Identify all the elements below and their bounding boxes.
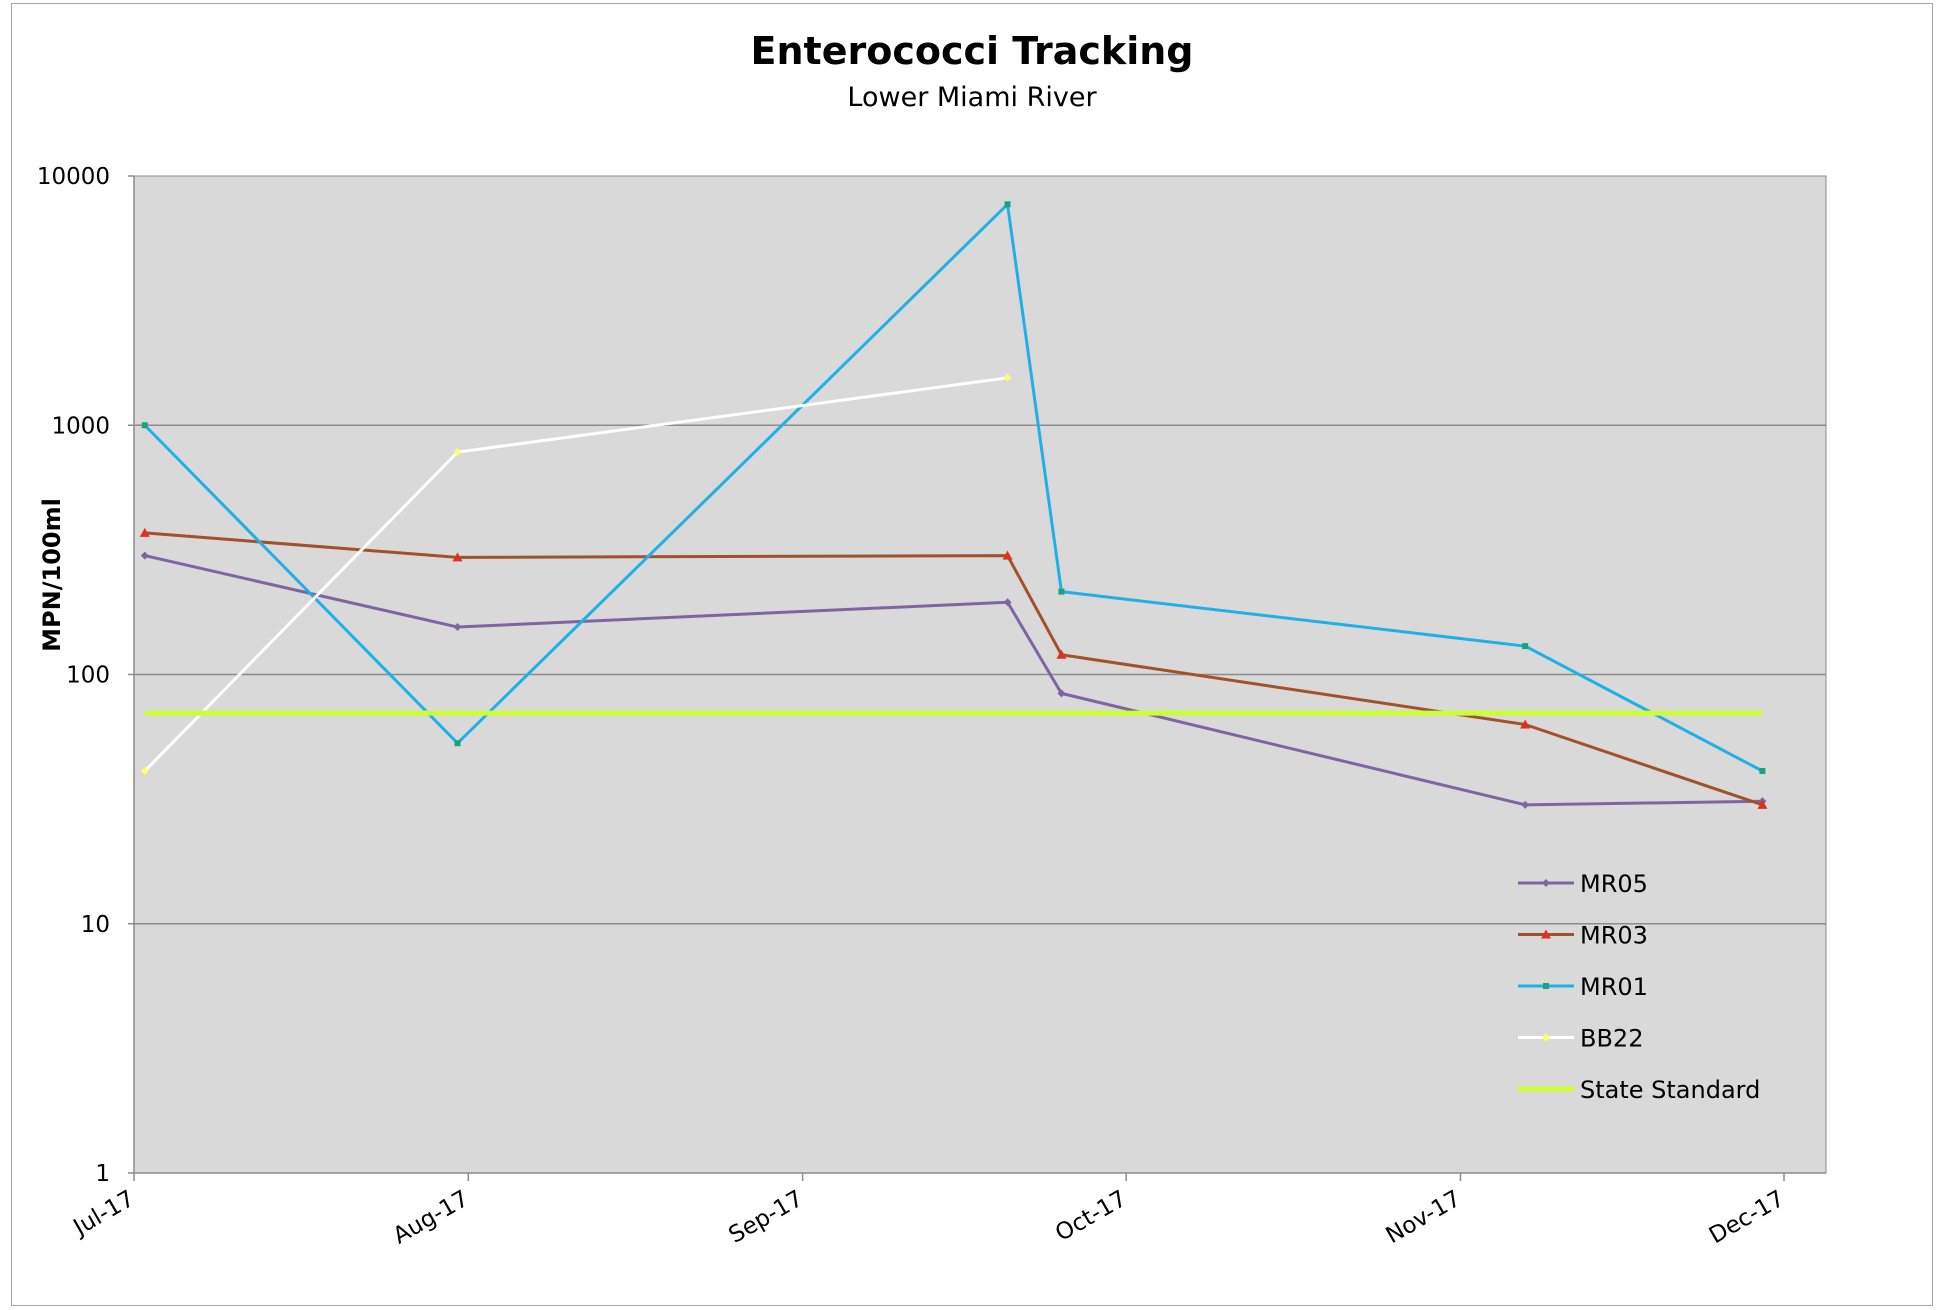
data-point-mr01 [1522,643,1529,650]
series-layer [139,201,1768,809]
series-bb22 [140,373,1012,776]
legend-marker [1543,983,1549,989]
legend-item-state-standard: State Standard [1518,1076,1760,1104]
legend-marker [1541,929,1551,939]
legend-item-mr05: MR05 [1518,870,1648,898]
legend-marker [1542,879,1550,887]
legend-item-mr03: MR03 [1518,922,1648,950]
data-point-bb22 [140,767,149,776]
y-tick-label: 10000 [37,164,110,190]
data-point-mr01 [1759,768,1766,775]
y-tick-label: 10 [81,912,110,938]
data-point-mr05 [1521,800,1530,809]
x-tick-label: Jul-17 [68,1186,139,1242]
data-point-mr03 [139,527,150,537]
y-axis-label: MPN/100ml [38,498,66,652]
grid-lines [134,424,1826,925]
data-point-mr03 [1056,649,1067,659]
data-point-mr01 [454,740,461,747]
y-tick-label: 100 [66,663,110,689]
legend-label: MR01 [1580,973,1648,1001]
data-point-bb22 [453,448,462,457]
data-point-mr01 [141,422,148,429]
data-point-mr03 [1757,799,1768,809]
chart-title: Enterococci Tracking [751,29,1194,73]
legend-label: MR03 [1580,922,1648,950]
data-point-mr05 [1003,598,1012,607]
legend-label: MR05 [1580,870,1648,898]
data-point-mr05 [453,623,462,632]
legend-item-bb22: BB22 [1518,1025,1643,1053]
data-point-mr01 [1004,201,1011,208]
y-tick-label: 1000 [51,413,110,439]
legend-label: State Standard [1580,1076,1760,1104]
data-point-mr05 [1057,689,1066,698]
data-point-mr03 [1002,550,1013,560]
data-point-mr01 [1058,588,1065,595]
series-line-mr03 [144,531,1763,807]
legend-item-mr01: MR01 [1518,973,1648,1001]
data-point-bb22 [1003,373,1012,382]
legend-marker [1542,1033,1550,1042]
x-tick-label: Oct-17 [1051,1186,1131,1247]
series-mr01 [141,201,1766,775]
legend-label: BB22 [1580,1025,1643,1053]
series-mr05 [140,551,1767,809]
data-point-mr03 [452,552,463,562]
series-line-mr05 [144,554,1763,807]
x-tick-label: Dec-17 [1705,1186,1789,1250]
data-point-mr03 [1520,719,1531,729]
y-tick-label: 1 [95,1161,110,1187]
x-tick-label: Nov-17 [1382,1186,1466,1249]
x-tick-label: Sep-17 [725,1186,808,1249]
chart-subtitle: Lower Miami River [847,82,1097,113]
data-point-mr05 [140,551,149,560]
x-tick-label: Aug-17 [389,1186,473,1250]
series-line-mr01 [143,202,1764,773]
legend: MR05 MR03 MR01 BB22 State Standard [1518,870,1760,1104]
series-mr03 [139,527,1768,809]
